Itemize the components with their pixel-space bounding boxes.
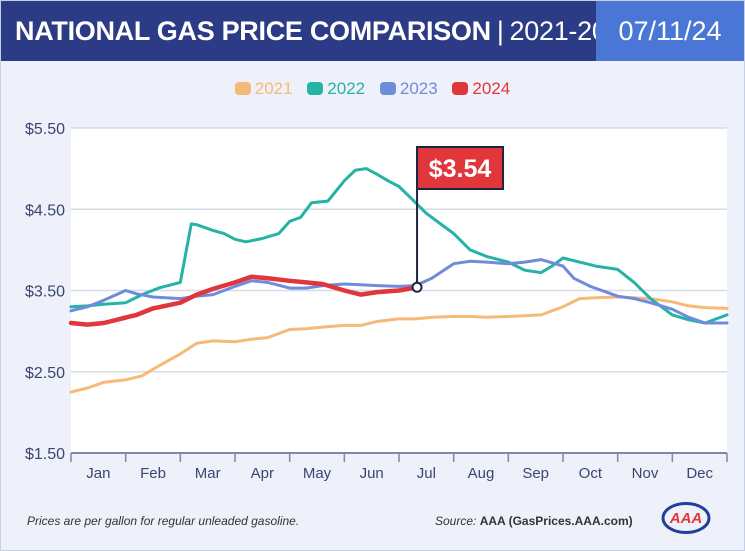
legend-swatch-2021 xyxy=(234,82,251,95)
legend-label-2024: 2024 xyxy=(472,79,511,98)
x-tick-label: Jan xyxy=(86,465,110,482)
x-tick-label: Jul xyxy=(417,465,436,482)
callout-box xyxy=(416,146,505,190)
x-tick-label: Nov xyxy=(632,465,659,482)
x-tick-label: May xyxy=(303,465,332,482)
x-tick-label: Apr xyxy=(251,465,274,482)
series-line-2022 xyxy=(69,167,729,325)
legend-item-2024: 2024 xyxy=(452,79,510,99)
title-main: NATIONAL GAS PRICE COMPARISON xyxy=(15,16,491,46)
legend-label-2021: 2021 xyxy=(254,79,293,98)
header-bar: NATIONAL GAS PRICE COMPARISON | 2021-2024 … xyxy=(1,1,744,61)
y-tick-label: $1.50 xyxy=(25,446,65,463)
legend-item-2023: 2023 xyxy=(379,79,438,99)
source-label: Source: xyxy=(435,514,477,528)
x-tick-label: Oct xyxy=(579,465,603,482)
callout-marker xyxy=(411,281,423,293)
y-tick-label: $5.50 xyxy=(25,121,65,138)
legend-swatch-2023 xyxy=(379,82,396,95)
legend: 2021 2022 2023 2024 xyxy=(1,79,744,99)
legend-label-2023: 2023 xyxy=(399,79,438,98)
y-tick-label: $2.50 xyxy=(25,365,65,382)
legend-label-2022: 2022 xyxy=(327,79,366,98)
x-tick-label: Feb xyxy=(140,465,166,482)
logo-text: AAA xyxy=(669,510,703,527)
source-value: AAA (GasPrices.AAA.com) xyxy=(479,514,633,528)
legend-swatch-2024 xyxy=(452,82,469,95)
legend-item-2021: 2021 xyxy=(234,79,293,99)
x-tick-label: Mar xyxy=(195,465,221,482)
legend-item-2022: 2022 xyxy=(307,79,365,99)
chart-title: NATIONAL GAS PRICE COMPARISON | 2021-2024 xyxy=(15,1,636,61)
y-tick-label: $4.50 xyxy=(25,202,65,219)
legend-swatch-2022 xyxy=(307,82,324,95)
series-line-2023 xyxy=(69,258,729,325)
title-separator: | xyxy=(496,16,504,46)
callout-value: $3.54 xyxy=(429,155,492,183)
date-badge: 07/11/24 xyxy=(596,1,744,61)
source-credit: Source: AAA (GasPrices.AAA.com) xyxy=(435,514,633,528)
x-tick-label: Jun xyxy=(360,465,384,482)
x-tick-label: Aug xyxy=(468,465,495,482)
y-tick-label: $3.50 xyxy=(25,284,65,301)
series-line-2024 xyxy=(68,274,420,327)
aaa-logo: AAA xyxy=(661,502,711,534)
x-tick-label: Sep xyxy=(522,465,549,482)
x-tick-label: Dec xyxy=(686,465,713,482)
logo-oval xyxy=(661,502,711,534)
footnote: Prices are per gallon for regular unlead… xyxy=(27,514,300,528)
